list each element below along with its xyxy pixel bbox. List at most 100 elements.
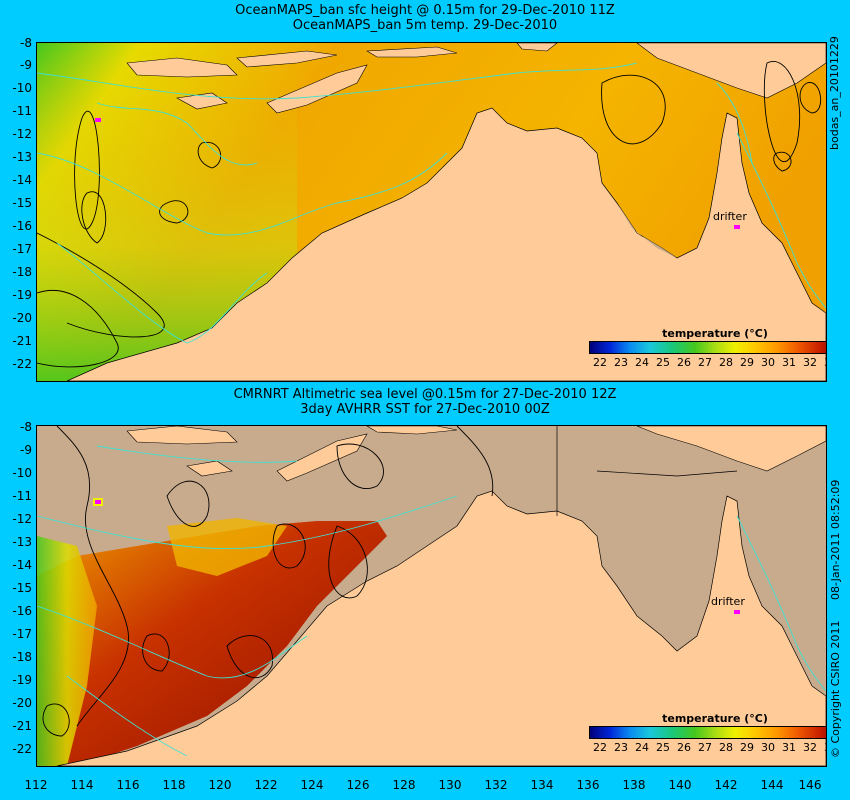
lon-label: 144 (760, 778, 784, 792)
bottom-cbar-tick: 28 (719, 741, 733, 754)
lat-label: -14 (12, 173, 32, 187)
lat-label: -17 (12, 242, 32, 256)
bottom-cbar-tick: 24 (635, 741, 649, 754)
lat-label: -13 (12, 535, 32, 549)
lon-label: 130 (438, 778, 462, 792)
lat-label: -13 (12, 150, 32, 164)
bottom-colorbar (589, 726, 826, 739)
lon-label: 128 (392, 778, 416, 792)
bathymetry-contours (37, 445, 826, 757)
lat-label: -15 (12, 196, 32, 210)
bottom-cbar-tick: 29 (740, 741, 754, 754)
lat-label: -15 (12, 581, 32, 595)
lon-label: 140 (668, 778, 692, 792)
bottom-cbar-tick: 23 (614, 741, 628, 754)
top-drifter-marker-west[interactable] (95, 118, 101, 122)
bottom-title-line2: 3day AVHRR SST for 27-Dec-2010 00Z (300, 402, 550, 417)
lon-label: 138 (622, 778, 646, 792)
top-cbar-tick: 28 (719, 356, 733, 369)
bottom-drifter-marker[interactable] (734, 610, 740, 614)
top-cbar-tick: 25 (656, 356, 670, 369)
lat-label: -14 (12, 558, 32, 572)
top-map-svg (37, 43, 826, 381)
lon-label: 114 (70, 778, 94, 792)
lat-label: -19 (12, 673, 32, 687)
lon-label: 124 (300, 778, 324, 792)
bottom-cbar-tick: 22 (593, 741, 607, 754)
lat-label: -16 (12, 604, 32, 618)
ssh-contours (37, 61, 822, 368)
lat-label: -12 (12, 127, 32, 141)
bottom-map-panel[interactable]: temperature (°C) 22 23 24 25 26 27 28 29… (36, 425, 827, 767)
top-colorbar (589, 341, 826, 354)
lat-label: -18 (12, 265, 32, 279)
lat-label: -21 (12, 719, 32, 733)
lat-label: -8 (20, 420, 32, 434)
island-flores (236, 50, 338, 68)
island-timor (266, 64, 368, 114)
lat-label: -18 (12, 650, 32, 664)
top-title-line2: OceanMAPS_ban 5m temp. 29-Dec-2010 (292, 18, 558, 33)
lat-label: -12 (12, 512, 32, 526)
sst-swath (37, 521, 387, 766)
australia-land (66, 107, 826, 381)
lon-label: 112 (24, 778, 48, 792)
lat-label: -22 (12, 357, 32, 371)
bottom-cbar-tick: 26 (677, 741, 691, 754)
bottom-cbar-tick: 30 (761, 741, 775, 754)
lat-label: -9 (20, 443, 32, 457)
top-cbar-tick: 23 (614, 356, 628, 369)
lon-label: 146 (798, 778, 822, 792)
top-run-id-label: bodas_an_20101229 (828, 36, 841, 150)
bottom-cbar-tick: 25 (656, 741, 670, 754)
lat-label: -9 (20, 58, 32, 72)
lat-label: -11 (12, 104, 32, 118)
bottom-cbar-tick: 32 (803, 741, 817, 754)
top-map-panel[interactable]: temperature (°C) 22 23 24 25 26 27 28 29… (36, 42, 827, 382)
ssh-contours (42, 426, 494, 737)
lon-label: 136 (576, 778, 600, 792)
lat-label: -17 (12, 627, 32, 641)
lat-label: -20 (12, 311, 32, 325)
lon-label: 116 (116, 778, 140, 792)
top-title-line1: OceanMAPS_ban sfc height @ 0.15m for 29-… (235, 3, 615, 18)
lat-label: -22 (12, 742, 32, 756)
lat-label: -10 (12, 81, 32, 95)
lon-label: 126 (346, 778, 370, 792)
top-cbar-tick: 33 (819, 356, 826, 369)
bottom-drifter-label: drifter (711, 595, 745, 608)
top-cbar-tick: 29 (740, 356, 754, 369)
island-tanimbar (516, 43, 558, 52)
top-cbar-tick: 32 (803, 356, 817, 369)
lat-label: -20 (12, 696, 32, 710)
bathymetry-contours (37, 62, 826, 344)
bottom-legend-title: temperature (°C) (662, 712, 768, 725)
top-cbar-tick: 24 (635, 356, 649, 369)
bottom-title-line1: CMRNRT Altimetric sea level @0.15m for 2… (233, 387, 617, 402)
top-cbar-tick: 31 (782, 356, 796, 369)
lat-label: -19 (12, 288, 32, 302)
top-legend-title: temperature (°C) (662, 327, 768, 340)
lat-label: -10 (12, 466, 32, 480)
top-cbar-tick: 30 (761, 356, 775, 369)
bottom-cbar-tick: 31 (782, 741, 796, 754)
island-wetar (366, 46, 458, 58)
lon-label: 118 (162, 778, 186, 792)
bottom-cbar-tick: 33 (819, 741, 826, 754)
lon-label: 134 (530, 778, 554, 792)
lat-label: -21 (12, 334, 32, 348)
top-cbar-tick: 26 (677, 356, 691, 369)
lat-label: -8 (20, 36, 32, 50)
lat-label: -11 (12, 489, 32, 503)
top-cbar-tick: 27 (698, 356, 712, 369)
australia-land (56, 490, 826, 766)
top-drifter-marker[interactable] (734, 225, 740, 229)
lon-label: 132 (484, 778, 508, 792)
lon-label: 142 (714, 778, 738, 792)
lon-label: 122 (254, 778, 278, 792)
copyright-label: © Copyright CSIRO 2011 (829, 620, 842, 758)
timestamp-label: 08-Jan-2011 08:52:09 (829, 479, 842, 600)
new-guinea-land (636, 43, 826, 99)
lon-label: 120 (208, 778, 232, 792)
bottom-map-svg (37, 426, 826, 766)
